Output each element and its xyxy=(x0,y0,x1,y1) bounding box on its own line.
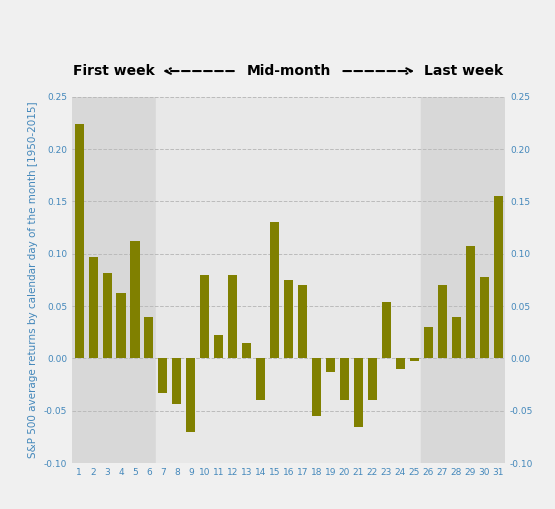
Bar xyxy=(466,246,475,358)
Bar xyxy=(326,358,335,372)
Bar xyxy=(103,273,112,358)
Bar xyxy=(156,97,421,463)
Bar xyxy=(421,97,505,463)
Bar xyxy=(144,317,154,358)
Bar xyxy=(74,124,84,358)
Bar xyxy=(438,285,447,358)
Text: Last week: Last week xyxy=(423,64,503,78)
Bar xyxy=(89,257,98,358)
Bar xyxy=(186,358,195,432)
Bar xyxy=(452,317,461,358)
Bar xyxy=(158,358,168,393)
Bar xyxy=(298,285,307,358)
Bar xyxy=(256,358,265,401)
Bar xyxy=(130,241,139,358)
Bar xyxy=(368,358,377,401)
Bar xyxy=(340,358,349,401)
Bar xyxy=(270,222,279,358)
Bar xyxy=(493,196,503,358)
Bar xyxy=(242,343,251,358)
Bar xyxy=(200,275,209,358)
Bar xyxy=(423,327,433,358)
Text: First week: First week xyxy=(73,64,155,78)
Bar xyxy=(396,358,405,369)
Text: Mid-month: Mid-month xyxy=(246,64,331,78)
Bar xyxy=(354,358,363,427)
Y-axis label: S&P 500 average returns by calendar day of the month [1950-2015]: S&P 500 average returns by calendar day … xyxy=(28,102,38,458)
Bar xyxy=(480,277,488,358)
Bar xyxy=(382,302,391,358)
Bar xyxy=(284,280,293,358)
Bar xyxy=(214,335,223,358)
Bar xyxy=(312,358,321,416)
Bar xyxy=(410,358,419,360)
Bar xyxy=(72,97,156,463)
Bar xyxy=(117,293,125,358)
Bar xyxy=(173,358,181,404)
Bar xyxy=(228,275,238,358)
